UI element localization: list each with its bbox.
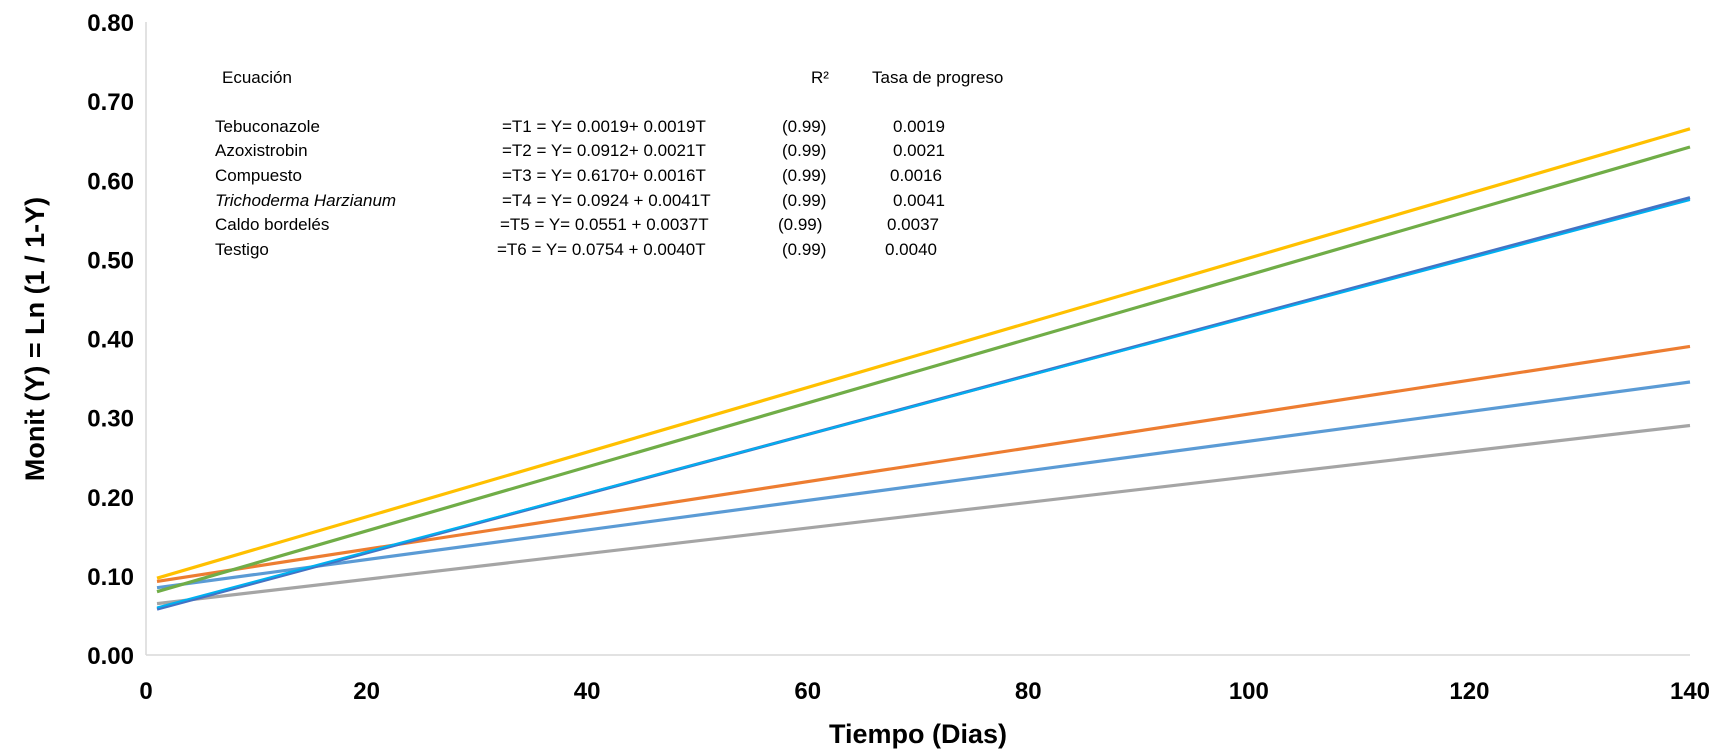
r2-value: (0.99) (782, 166, 826, 185)
series-line (156, 145, 1691, 594)
y-tick-label: 0.00 (87, 643, 134, 670)
treatment-name: Testigo (215, 240, 269, 259)
progress-rate-value: 0.0021 (893, 141, 945, 160)
progress-rate-value: 0.0019 (893, 117, 945, 136)
y-tick-label: 0.50 (87, 247, 134, 274)
progress-rate-value: 0.0041 (893, 191, 945, 210)
y-tick-labels: 0.00 0.10 0.20 0.30 0.40 0.50 0.60 0.70 0.80 (87, 10, 134, 670)
x-tick-label: 100 (1229, 678, 1269, 705)
r2-value: (0.99) (782, 141, 826, 160)
series-line (156, 380, 1691, 590)
treatment-name: Tebuconazole (215, 117, 320, 136)
y-tick-label: 0.60 (87, 168, 134, 195)
r2-header: R² (811, 68, 829, 87)
progress-rate-value: 0.0040 (885, 240, 937, 259)
progress-rate-value: 0.0016 (890, 166, 942, 185)
y-tick-label: 0.40 (87, 327, 134, 354)
x-tick-label: 40 (574, 678, 601, 705)
y-axis-title: Monit (Y) = Ln (1 / 1-Y) (20, 197, 50, 481)
plot-area (145, 22, 1691, 656)
regression-equation: =T1 = Y= 0.0019+ 0.0019T (502, 117, 706, 136)
treatment-name: Azoxistrobin (215, 141, 308, 160)
y-tick-label: 0.10 (87, 564, 134, 591)
regression-equation: =T4 = Y= 0.0924 + 0.0041T (502, 191, 711, 210)
rate-header: Tasa de progreso (872, 68, 1003, 87)
regression-equation: =T2 = Y= 0.0912+ 0.0021T (502, 141, 706, 160)
series-line (156, 127, 1691, 580)
y-tick-label: 0.30 (87, 406, 134, 433)
x-tick-labels: 0 20 40 60 80 100 120 140 (139, 678, 1710, 705)
treatment-name: Trichoderma Harzianum (215, 191, 396, 210)
r2-value: (0.99) (778, 215, 822, 234)
x-tick-label: 80 (1015, 678, 1042, 705)
equation-table: Ecuación R² Tasa de progreso Tebuconazol… (215, 68, 1003, 259)
regression-equation: =T3 = Y= 0.6170+ 0.0016T (502, 166, 706, 185)
series-line (156, 344, 1691, 583)
x-tick-label: 140 (1670, 678, 1710, 705)
r2-value: (0.99) (782, 117, 826, 136)
series-layer (156, 127, 1691, 611)
treatment-name: Compuesto (215, 166, 302, 185)
x-tick-label: 120 (1449, 678, 1489, 705)
r2-value: (0.99) (782, 240, 826, 259)
x-tick-label: 0 (139, 678, 152, 705)
equation-header: Ecuación (222, 68, 292, 87)
x-tick-label: 60 (794, 678, 821, 705)
treatment-name: Caldo bordelés (215, 215, 329, 234)
series-line (156, 423, 1691, 606)
regression-equation: =T5 = Y= 0.0551 + 0.0037T (500, 215, 709, 234)
x-axis-title: Tiempo (Dias) (829, 719, 1007, 749)
series-line (156, 199, 1691, 609)
regression-equation: =T6 = Y= 0.0754 + 0.0040T (497, 240, 706, 259)
y-tick-label: 0.80 (87, 10, 134, 37)
r2-value: (0.99) (782, 191, 826, 210)
progress-rate-value: 0.0037 (887, 215, 939, 234)
y-tick-label: 0.70 (87, 89, 134, 116)
y-tick-label: 0.20 (87, 485, 134, 512)
x-tick-label: 20 (353, 678, 380, 705)
equation-rows: Tebuconazole =T1 = Y= 0.0019+ 0.0019T (0.9… (215, 117, 945, 259)
